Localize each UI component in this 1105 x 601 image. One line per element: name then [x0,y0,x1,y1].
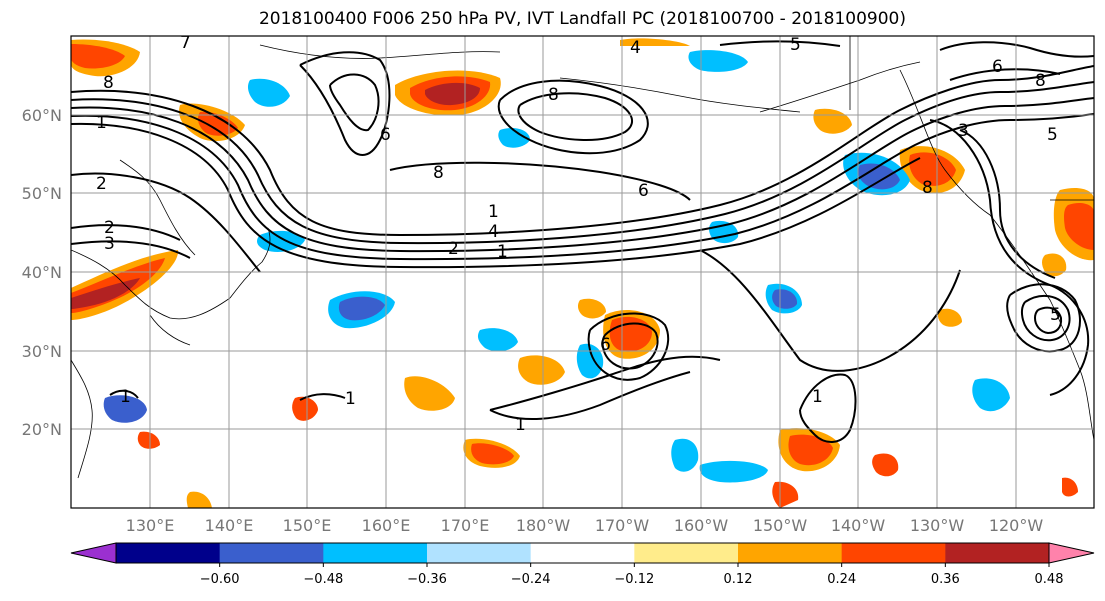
colorbar-extend-low [70,542,117,564]
colorbar-segment [219,543,324,563]
lat-label: 20°N [22,420,62,439]
lon-label: 150°W [753,516,808,535]
lat-label: 40°N [22,263,62,282]
contour-label: 4 [488,222,499,242]
contour-label-group: 7 4 5 8 6 8 1 2 2 3 8 8 6 1 4 2 1 5 6 8 … [96,33,1061,435]
contour-label: 2 [96,174,107,194]
lon-label: 180°W [516,516,571,535]
contour-label: 8 [548,85,559,105]
colorbar-extend-high [1048,542,1095,564]
lon-label: 120°W [989,516,1044,535]
colorbar-segment [427,543,532,563]
contour-label: 8 [922,178,933,198]
contour-label: 8 [433,163,444,183]
contour-label: 1 [812,387,823,407]
contour-label: 6 [992,57,1003,77]
contour-label: 3 [958,121,969,141]
colorbar-segment [945,543,1050,563]
colorbar-tick-label: −0.24 [511,572,551,587]
contour-label: 1 [497,242,508,262]
contour-label: 2 [448,239,459,259]
contour-label: 4 [630,38,641,58]
contour-label: 1 [96,113,107,133]
contour-label: 6 [600,335,611,355]
lat-label: 30°N [22,342,62,361]
lat-label: 50°N [22,184,62,203]
longitude-labels: 130°E 140°E 150°E 160°E 170°E 180°W 170°… [126,516,1044,535]
lon-label: 170°E [441,516,490,535]
colorbar-segment [323,543,428,563]
contour-label: 1 [515,415,526,435]
map-title: 2018100400 F006 250 hPa PV, IVT Landfall… [258,9,906,29]
colorbar-segment [634,543,739,563]
contour-label: 5 [1047,125,1058,145]
contour-label: 5 [790,35,801,55]
colorbar-segment [841,543,946,563]
pv-shading [71,38,1094,508]
lon-label: 160°W [674,516,729,535]
contour-label: 8 [1035,71,1046,91]
contour-label: 2 [104,218,115,238]
contour-label: 6 [638,181,649,201]
lon-label: 160°E [362,516,411,535]
lat-label: 60°N [22,106,62,125]
colorbar: −0.60 −0.48 −0.36 −0.24 −0.12 0.12 0.24 0.36 0.4… [70,542,1095,587]
colorbar-tick-label: −0.12 [614,572,654,587]
colorbar-segment [116,543,221,563]
contour-label: 1 [345,389,356,409]
colorbar-tick-label: 0.48 [1035,572,1064,587]
colorbar-tick-label: −0.36 [407,572,447,587]
lon-label: 130°E [126,516,175,535]
colorbar-tick-label: −0.60 [200,572,240,587]
lon-label: 170°W [595,516,650,535]
contour-label: 5 [1050,305,1061,325]
map-frame [70,35,1095,509]
contour-label: 1 [120,387,131,407]
contour-label: 1 [488,202,499,222]
colorbar-tick-label: 0.36 [931,572,960,587]
lon-label: 140°E [205,516,254,535]
colorbar-segment [738,543,843,563]
colorbar-tick-label: 0.24 [827,572,856,587]
colorbar-tick-label: −0.48 [303,572,343,587]
map-gridlines [71,36,1094,508]
colorbar-tick-label: 0.12 [724,572,753,587]
coastlines [71,36,1094,479]
contour-label: 7 [180,33,191,53]
colorbar-segment [530,543,635,563]
colorbar-outline [115,542,1050,564]
contour-label: 3 [104,234,115,254]
ivt-contours [71,40,1094,443]
lon-label: 140°W [831,516,886,535]
lon-label: 130°W [910,516,965,535]
contour-label: 6 [380,125,391,145]
contour-label: 8 [103,73,114,93]
latitude-labels: 60°N 50°N 40°N 30°N 20°N [22,106,62,439]
lon-label: 150°E [283,516,332,535]
